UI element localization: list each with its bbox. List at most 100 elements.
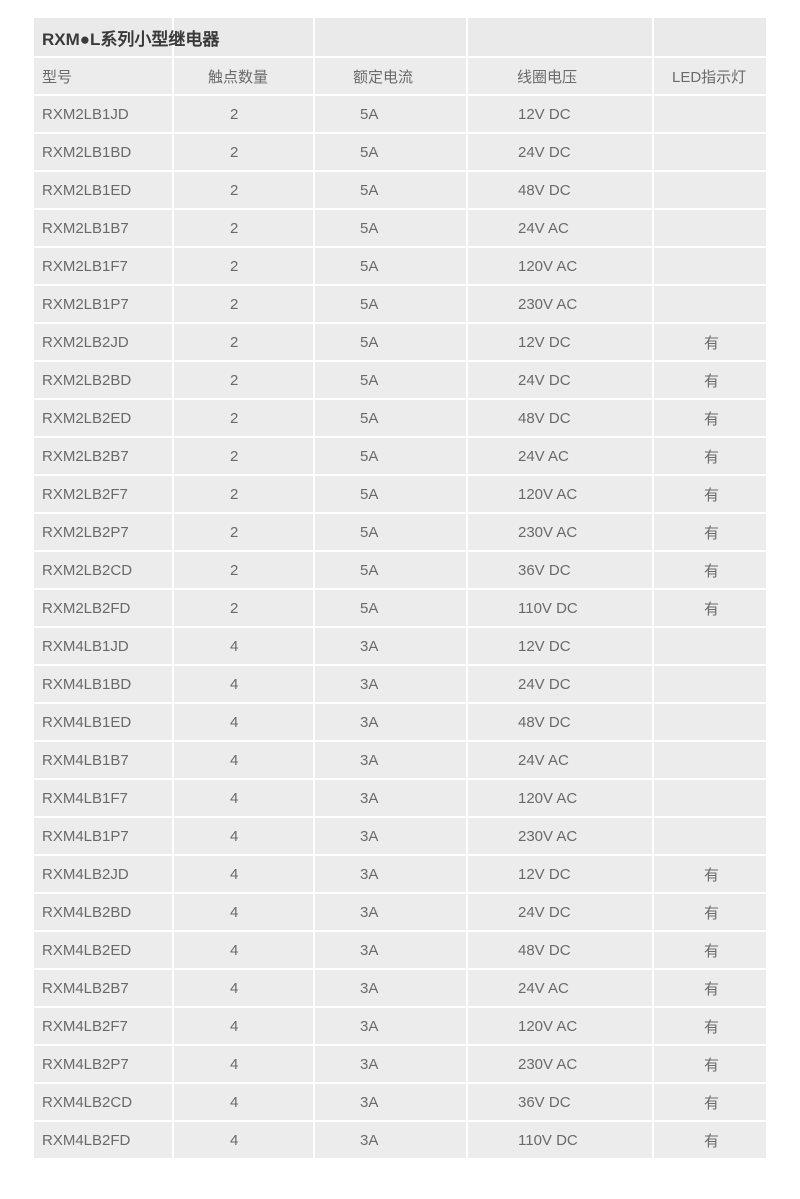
cell-led-indicator (654, 818, 766, 854)
cell-led-indicator: 有 (654, 552, 766, 588)
column-header-rated-current: 额定电流 (315, 58, 466, 94)
cell-coil-voltage: 110V DC (468, 590, 652, 626)
cell-coil-voltage: 120V AC (468, 1008, 652, 1044)
cell-model: RXM2LB1B7 (34, 210, 172, 246)
cell-rated-current: 5A (315, 552, 466, 588)
table-title: RXM●L系列小型继电器 (42, 29, 220, 49)
table-row: RXM2LB2FD 2 5A 110V DC 有 (34, 590, 766, 626)
cell-coil-voltage: 120V AC (468, 780, 652, 816)
cell-coil-voltage: 24V AC (468, 438, 652, 474)
cell-rated-current: 3A (315, 1008, 466, 1044)
table-row: RXM4LB2CD 4 3A 36V DC 有 (34, 1084, 766, 1120)
cell-model: RXM2LB2CD (34, 552, 172, 588)
cell-rated-current: 3A (315, 704, 466, 740)
cell-model: RXM2LB2P7 (34, 514, 172, 550)
column-header-contacts: 触点数量 (174, 58, 313, 94)
cell-rated-current: 3A (315, 818, 466, 854)
cell-coil-voltage: 36V DC (468, 552, 652, 588)
table-row: RXM2LB1B7 2 5A 24V AC (34, 210, 766, 246)
table-row: RXM4LB2FD 4 3A 110V DC 有 (34, 1122, 766, 1158)
cell-rated-current: 3A (315, 1122, 466, 1158)
cell-rated-current: 3A (315, 780, 466, 816)
cell-model: RXM4LB1BD (34, 666, 172, 702)
cell-contacts: 4 (174, 1084, 313, 1120)
cell-model: RXM4LB2P7 (34, 1046, 172, 1082)
cell-contacts: 4 (174, 1008, 313, 1044)
cell-rated-current: 5A (315, 96, 466, 132)
cell-contacts: 2 (174, 286, 313, 322)
cell-coil-voltage: 120V AC (468, 476, 652, 512)
table-title-cell: RXM●L系列小型继电器 (34, 18, 219, 56)
cell-led-indicator: 有 (654, 362, 766, 398)
cell-rated-current: 5A (315, 438, 466, 474)
cell-rated-current: 5A (315, 324, 466, 360)
table-title-row: RXM●L系列小型继电器 (34, 18, 766, 56)
cell-led-indicator: 有 (654, 590, 766, 626)
table-row: RXM2LB1P7 2 5A 230V AC (34, 286, 766, 322)
cell-rated-current: 5A (315, 514, 466, 550)
table-row: RXM2LB1ED 2 5A 48V DC (34, 172, 766, 208)
title-spacer-cell (654, 18, 766, 56)
cell-contacts: 2 (174, 248, 313, 284)
table-row: RXM2LB2P7 2 5A 230V AC 有 (34, 514, 766, 550)
cell-rated-current: 3A (315, 628, 466, 664)
title-spacer-cell (468, 18, 652, 56)
cell-rated-current: 5A (315, 248, 466, 284)
cell-model: RXM4LB2ED (34, 932, 172, 968)
table-row: RXM4LB2B7 4 3A 24V AC 有 (34, 970, 766, 1006)
cell-model: RXM2LB1ED (34, 172, 172, 208)
cell-coil-voltage: 110V DC (468, 1122, 652, 1158)
cell-coil-voltage: 230V AC (468, 1046, 652, 1082)
cell-rated-current: 3A (315, 894, 466, 930)
cell-rated-current: 5A (315, 286, 466, 322)
cell-coil-voltage: 12V DC (468, 628, 652, 664)
table-row: RXM4LB2P7 4 3A 230V AC 有 (34, 1046, 766, 1082)
cell-model: RXM2LB1P7 (34, 286, 172, 322)
cell-rated-current: 3A (315, 856, 466, 892)
cell-coil-voltage: 48V DC (468, 704, 652, 740)
cell-model: RXM4LB2B7 (34, 970, 172, 1006)
table-row: RXM4LB1ED 4 3A 48V DC (34, 704, 766, 740)
table-row: RXM4LB2BD 4 3A 24V DC 有 (34, 894, 766, 930)
table-row: RXM4LB1P7 4 3A 230V AC (34, 818, 766, 854)
cell-model: RXM2LB2BD (34, 362, 172, 398)
title-spacer-cell (174, 18, 313, 56)
cell-led-indicator (654, 210, 766, 246)
cell-rated-current: 3A (315, 666, 466, 702)
cell-led-indicator (654, 248, 766, 284)
cell-contacts: 2 (174, 172, 313, 208)
cell-model: RXM4LB2CD (34, 1084, 172, 1120)
cell-contacts: 4 (174, 666, 313, 702)
cell-contacts: 4 (174, 1046, 313, 1082)
cell-contacts: 4 (174, 856, 313, 892)
table-row: RXM2LB2CD 2 5A 36V DC 有 (34, 552, 766, 588)
cell-rated-current: 5A (315, 210, 466, 246)
cell-led-indicator (654, 286, 766, 322)
cell-model: RXM2LB2B7 (34, 438, 172, 474)
cell-led-indicator (654, 172, 766, 208)
cell-coil-voltage: 230V AC (468, 818, 652, 854)
cell-coil-voltage: 24V DC (468, 894, 652, 930)
cell-led-indicator: 有 (654, 856, 766, 892)
cell-model: RXM4LB1JD (34, 628, 172, 664)
cell-contacts: 2 (174, 590, 313, 626)
cell-coil-voltage: 48V DC (468, 400, 652, 436)
cell-contacts: 4 (174, 704, 313, 740)
cell-coil-voltage: 24V DC (468, 362, 652, 398)
cell-led-indicator: 有 (654, 400, 766, 436)
cell-contacts: 2 (174, 514, 313, 550)
cell-model: RXM2LB1F7 (34, 248, 172, 284)
cell-model: RXM2LB2ED (34, 400, 172, 436)
cell-contacts: 2 (174, 400, 313, 436)
cell-model: RXM4LB2FD (34, 1122, 172, 1158)
cell-rated-current: 5A (315, 400, 466, 436)
cell-contacts: 4 (174, 780, 313, 816)
table-header-row: 型号 触点数量 额定电流 线圈电压 LED指示灯 (34, 58, 766, 94)
cell-contacts: 4 (174, 970, 313, 1006)
column-header-coil-voltage: 线圈电压 (468, 58, 652, 94)
cell-contacts: 2 (174, 96, 313, 132)
cell-contacts: 4 (174, 894, 313, 930)
cell-led-indicator: 有 (654, 514, 766, 550)
cell-coil-voltage: 36V DC (468, 1084, 652, 1120)
cell-rated-current: 5A (315, 362, 466, 398)
